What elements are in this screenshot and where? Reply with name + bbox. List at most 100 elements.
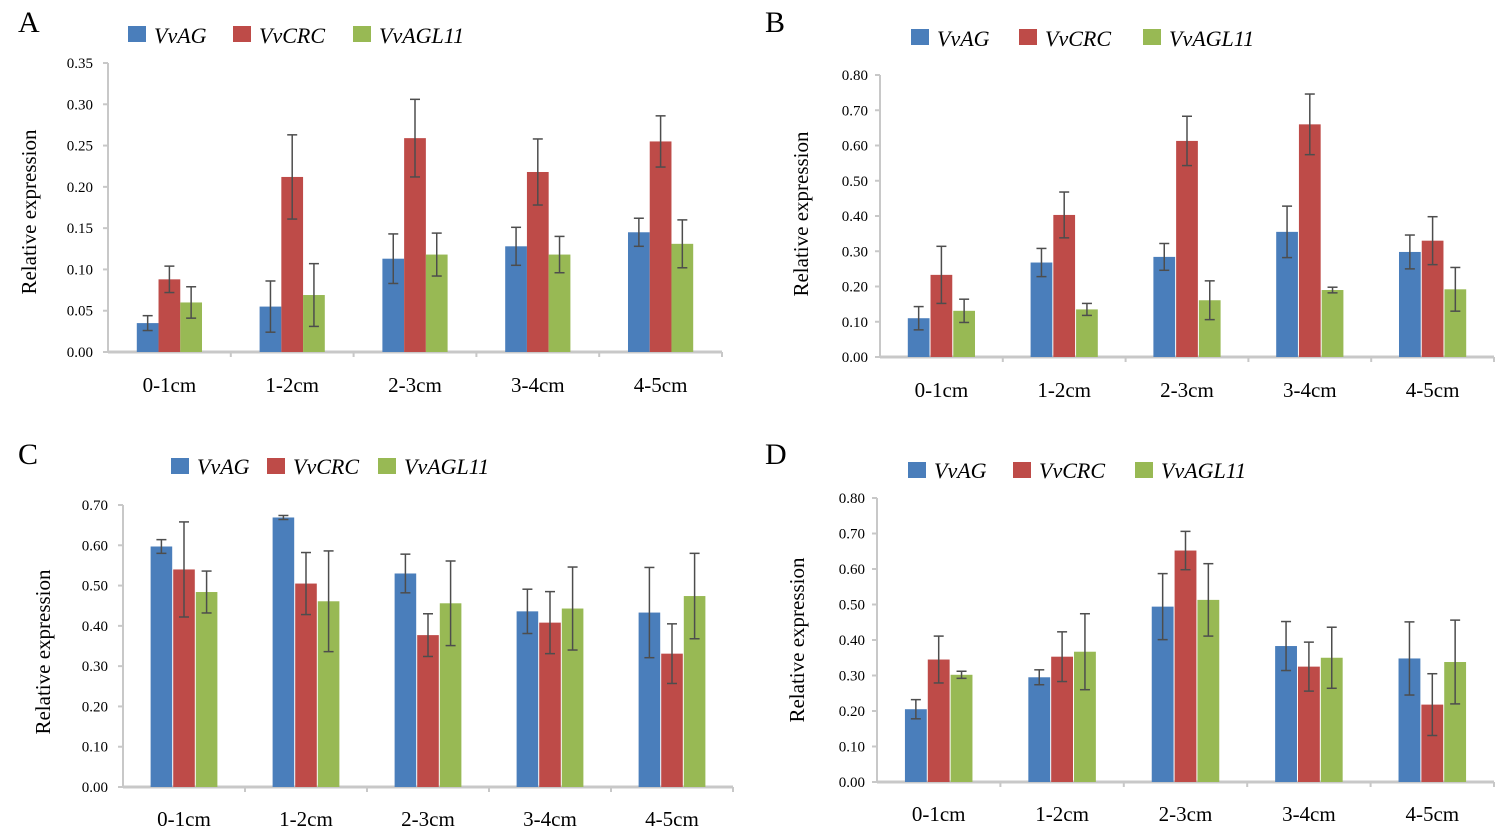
bar-vvcrc-d — [1051, 656, 1074, 782]
y-tick-label-a: 0.00 — [67, 345, 93, 361]
bar-vvag-d — [904, 709, 927, 782]
plot-b: 0.00 0.10 0.20 0.30 0.40 0.50 0.60 0.70 0.80 0-1c… — [842, 68, 1495, 402]
x-tick-label-d: 0-1cm — [912, 802, 966, 826]
bar-vvagl11-a — [671, 243, 694, 352]
bar-vvcrc-a — [649, 141, 672, 352]
y-tick-label-d: 0.70 — [839, 527, 865, 543]
y-axis-label-b: Relative expression — [789, 131, 813, 297]
legend-label-vvcrc-d: VvCRC — [1039, 458, 1105, 483]
bar-vvcrc-a — [281, 176, 304, 352]
bar-vvag-b — [907, 318, 930, 357]
bar-vvag-a — [136, 323, 159, 352]
legend-swatch-vvagl11-c — [378, 458, 396, 474]
legend-swatch-vvcrc-c — [267, 458, 285, 474]
y-tick-label-b: 0.50 — [842, 174, 868, 190]
x-tick-label-c: 3-4cm — [523, 807, 577, 831]
legend-swatch-vvag-a — [128, 26, 146, 42]
legend-c: VvAG VvCRC VvAGL11 — [171, 454, 489, 479]
y-tick-label-d: 0.80 — [839, 491, 865, 507]
bar-vvcrc-a — [404, 138, 426, 352]
y-tick-label-d: 0.30 — [839, 669, 865, 685]
plot-c: 0.00 0.10 0.20 0.30 0.40 0.50 0.60 0.70 0-1cm 1-2… — [82, 498, 734, 831]
bar-vvag-d — [1151, 606, 1174, 782]
legend-label-vvcrc-c: VvCRC — [293, 454, 359, 479]
bar-vvagl11-d — [950, 674, 973, 782]
y-tick-label-b: 0.60 — [842, 139, 868, 155]
bar-vvagl11-c — [195, 592, 218, 787]
y-tick-label-d: 0.20 — [839, 704, 865, 720]
panel-letter-d: D — [765, 438, 787, 471]
x-tick-label-d: 2-3cm — [1159, 802, 1213, 826]
legend-a: VvAG VvCRC VvAGL11 — [128, 23, 464, 48]
y-tick-label-b: 0.20 — [842, 280, 868, 296]
bar-vvcrc-b — [1421, 240, 1444, 357]
bar-vvagl11-c — [439, 603, 462, 787]
bar-vvag-a — [505, 246, 527, 352]
bar-vvcrc-d — [1297, 666, 1320, 782]
bar-vvag-d — [1028, 677, 1051, 782]
x-tick-label-b: 0-1cm — [915, 378, 969, 402]
y-tick-label-a: 0.20 — [67, 180, 93, 196]
bar-vvag-b — [1030, 262, 1053, 357]
legend-swatch-vvagl11-d — [1135, 462, 1153, 478]
bar-vvag-b — [1153, 256, 1176, 357]
y-tick-label-a: 0.35 — [67, 56, 93, 72]
panel-letter-c: C — [18, 438, 38, 471]
bar-vvagl11-b — [1444, 289, 1467, 357]
legend-label-vvag-d: VvAG — [934, 458, 987, 483]
legend-label-vvcrc-b: VvCRC — [1045, 26, 1111, 51]
panel-c: C Relative expression VvAG VvCRC VvAGL11… — [18, 438, 734, 831]
legend-swatch-vvcrc-a — [233, 26, 251, 42]
bar-vvcrc-d — [1421, 704, 1444, 782]
legend-label-vvagl11-b: VvAGL11 — [1169, 26, 1254, 51]
legend-label-vvcrc-a: VvCRC — [259, 23, 325, 48]
y-tick-label-b: 0.70 — [842, 103, 868, 119]
x-tick-label-b: 4-5cm — [1406, 378, 1460, 402]
legend-swatch-vvag-c — [171, 458, 189, 474]
y-tick-label-a: 0.05 — [67, 304, 93, 320]
bar-vvcrc-b — [1053, 214, 1076, 357]
bar-vvagl11-a — [180, 302, 203, 352]
legend-label-vvag-a: VvAG — [154, 23, 207, 48]
legend-swatch-vvcrc-d — [1013, 462, 1031, 478]
bar-vvagl11-d — [1320, 657, 1343, 782]
bar-vvag-b — [1276, 231, 1298, 357]
legend-label-vvag-c: VvAG — [197, 454, 250, 479]
bar-vvcrc-c — [295, 583, 317, 787]
panel-b: B Relative expression VvAG VvCRC VvAGL11… — [765, 6, 1495, 402]
bar-vvagl11-d — [1074, 651, 1096, 782]
x-tick-label-d: 4-5cm — [1405, 802, 1459, 826]
bar-vvagl11-b — [1321, 290, 1344, 357]
x-tick-label-a: 4-5cm — [634, 373, 688, 397]
bar-vvcrc-c — [173, 569, 195, 787]
bar-vvagl11-a — [548, 254, 571, 352]
legend-swatch-vvcrc-b — [1019, 29, 1037, 45]
bar-vvcrc-d — [927, 659, 950, 782]
bar-vvagl11-c — [683, 596, 706, 787]
bar-vvcrc-b — [1298, 124, 1321, 357]
bar-vvcrc-b — [1176, 140, 1198, 357]
bar-vvcrc-c — [539, 622, 561, 787]
bar-vvagl11-b — [1076, 309, 1098, 357]
bar-vvag-c — [516, 611, 539, 787]
panel-letter-a: A — [18, 6, 40, 39]
legend-label-vvagl11-a: VvAGL11 — [379, 23, 464, 48]
legend-label-vvagl11-c: VvAGL11 — [404, 454, 489, 479]
y-tick-label-d: 0.40 — [839, 633, 865, 649]
y-tick-label-c: 0.60 — [82, 538, 108, 554]
panel-letter-b: B — [765, 6, 785, 39]
bar-vvcrc-a — [526, 171, 549, 352]
bar-vvag-c — [272, 517, 295, 787]
bar-vvag-a — [382, 258, 405, 352]
y-tick-label-c: 0.20 — [82, 699, 108, 715]
y-tick-label-c: 0.00 — [82, 780, 108, 796]
legend-swatch-vvagl11-a — [353, 26, 371, 42]
legend-label-vvagl11-d: VvAGL11 — [1161, 458, 1246, 483]
y-tick-label-a: 0.25 — [67, 139, 93, 155]
bar-vvcrc-b — [930, 274, 953, 357]
bar-vvag-d — [1398, 658, 1421, 782]
x-tick-label-d: 1-2cm — [1035, 802, 1089, 826]
bar-vvcrc-c — [417, 635, 439, 787]
panel-a: A Relative expression VvAG VvCRC VvAGL11… — [17, 6, 723, 397]
